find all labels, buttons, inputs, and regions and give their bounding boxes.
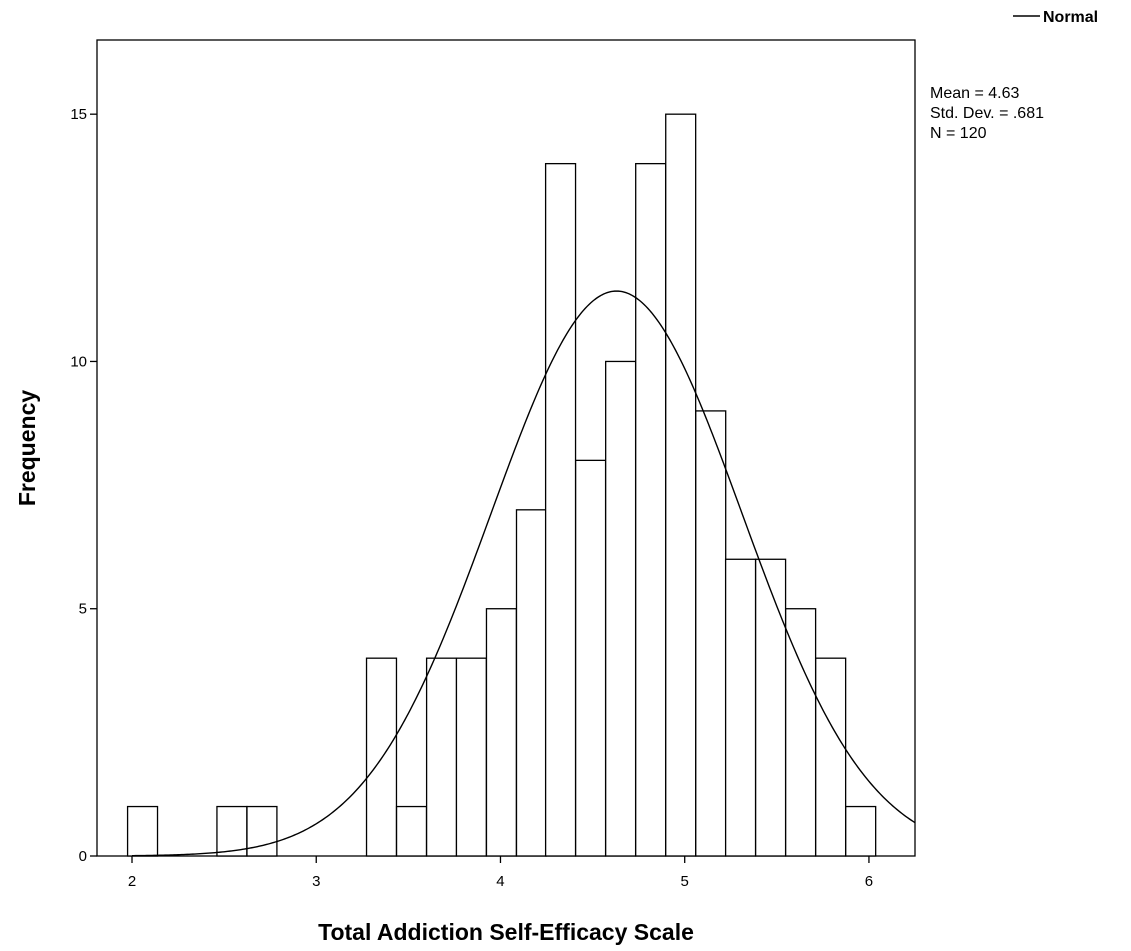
x-tick-label-4: 4 [496,873,504,890]
histogram-bar-18 [785,608,817,857]
x-tick-label-3: 3 [312,873,320,890]
stat-mean: Mean = 4.63 [930,85,1020,102]
y-tick-label-10: 10 [70,353,87,370]
y-tick-label-5: 5 [79,601,87,618]
histogram-bar-15 [695,410,727,857]
histogram-bar-13 [635,162,667,857]
histogram-bar-3 [246,805,278,857]
y-tick-label-0: 0 [79,848,87,865]
histogram-bar-8 [485,608,518,857]
legend-label-normal: Normal [1043,9,1098,26]
histogram-bar-20 [845,805,877,857]
histogram-bar-10 [544,162,577,857]
histogram-bar-12 [605,360,637,857]
histogram-bar-1 [126,805,159,857]
y-axis: 0 5 10 15 [70,106,97,865]
x-tick-label-5: 5 [681,873,689,890]
histogram-bar-17 [754,558,787,857]
histogram-bar-16 [724,558,757,857]
legend: Normal [1013,9,1098,26]
histogram-bar-6 [425,657,458,857]
x-axis-title: Total Addiction Self-Efficacy Scale [318,919,694,945]
x-tick-label-6: 6 [865,873,873,890]
histogram-bar-2 [216,805,248,857]
stat-std-dev: Std. Dev. = .681 [930,105,1044,122]
histogram-bar-14 [665,113,697,857]
histogram-bar-5 [395,805,428,857]
normal-curve-line [131,290,916,857]
histogram-bar-7 [455,657,488,857]
y-axis-title: Frequency [14,390,40,507]
stat-n: N = 120 [930,125,987,142]
histogram-bar-19 [815,657,847,857]
y-tick-label-15: 15 [70,106,87,123]
x-tick-label-2: 2 [128,873,136,890]
x-axis: 2 3 4 5 6 [128,856,873,890]
histogram-bar-9 [515,509,548,857]
histogram-bars [126,113,877,857]
histogram-bar-11 [574,459,607,857]
summary-stats: Mean = 4.63 Std. Dev. = .681 N = 120 [930,85,1044,142]
